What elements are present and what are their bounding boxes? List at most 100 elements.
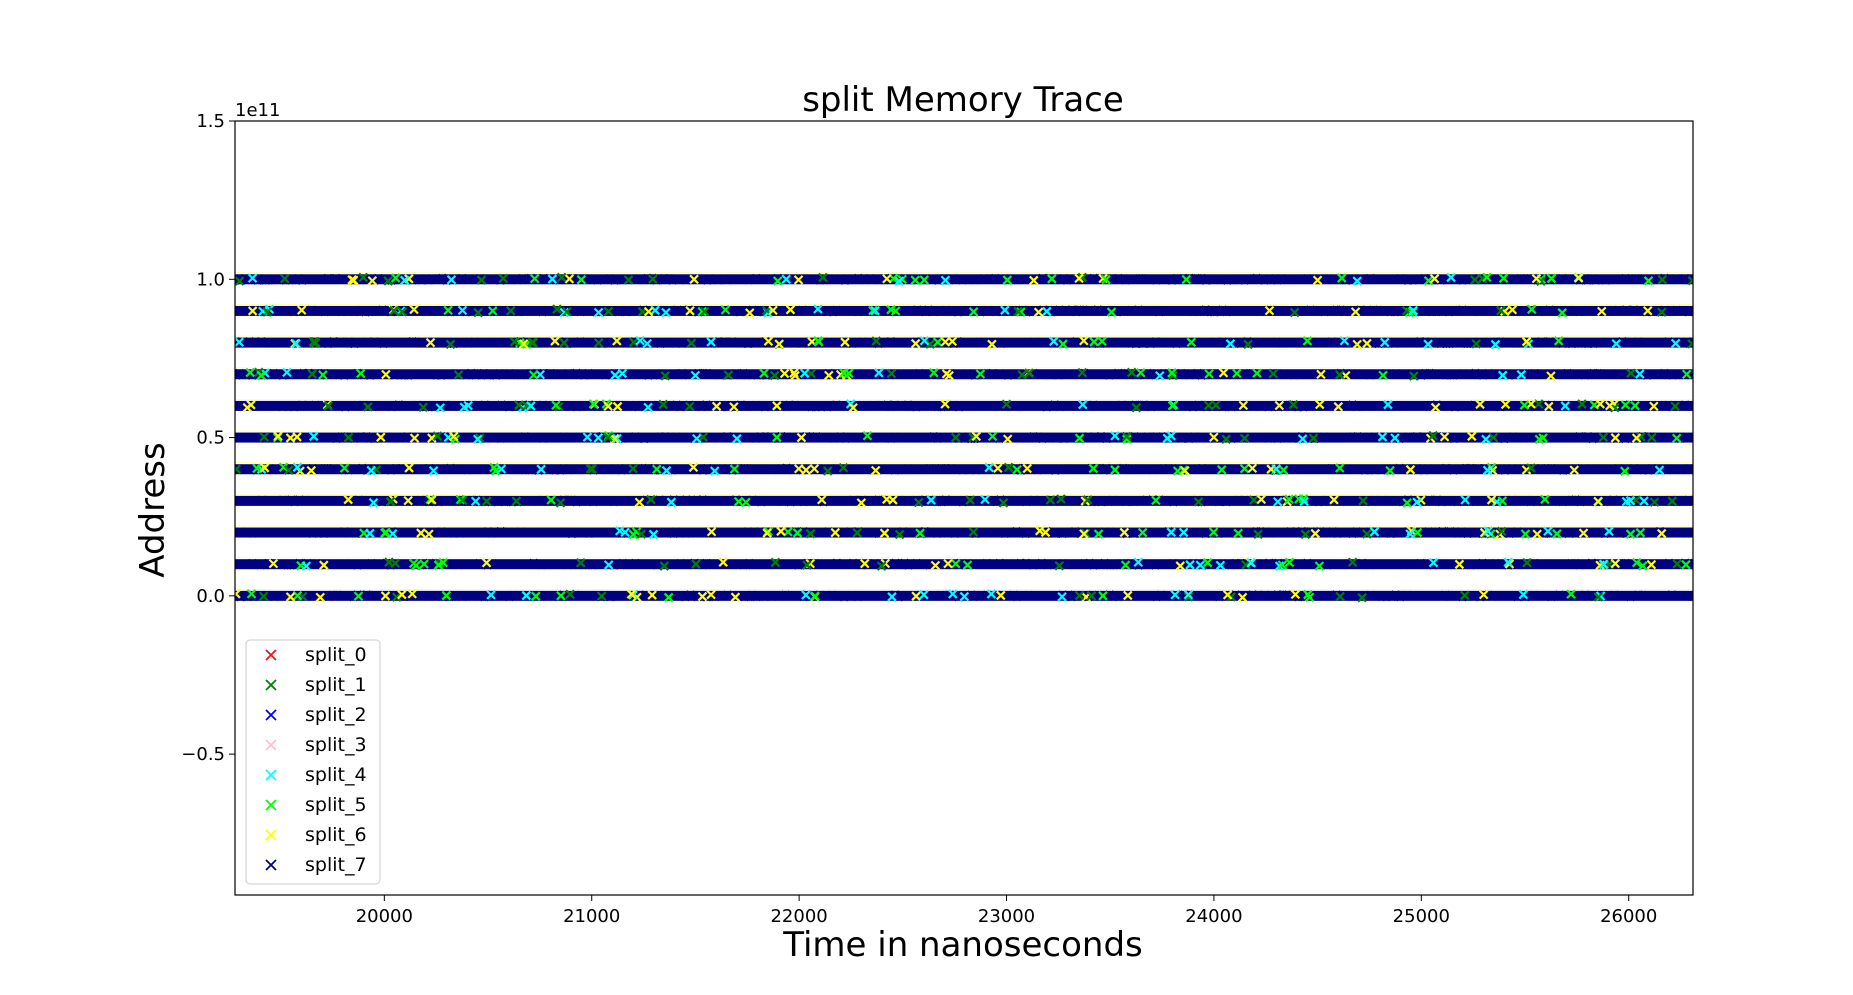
scatter-point-accent	[929, 367, 939, 378]
scatter-point-accent	[822, 466, 833, 476]
scatter-point-accent	[799, 368, 810, 379]
scatter-point-accent	[235, 337, 244, 347]
scatter-point-accent	[1428, 430, 1438, 441]
scatter-point-accent	[308, 336, 319, 347]
scatter-point-accent	[1314, 399, 1325, 410]
scatter-point-accent	[1610, 558, 1621, 569]
scatter-point-accent	[643, 306, 654, 317]
scatter-point-accent	[343, 432, 354, 443]
scatter-point-accent	[603, 401, 613, 412]
scatter-point-accent	[1334, 463, 1345, 473]
legend-marker-split_4	[265, 769, 277, 781]
scatter-point-accent	[1681, 559, 1691, 570]
scatter-point-accent	[1540, 494, 1550, 505]
scatter-point-accent	[1057, 591, 1067, 602]
scatter-point-accent	[686, 338, 697, 348]
scatter-point-accent	[1544, 401, 1554, 412]
scatter-point-accent	[711, 401, 722, 412]
scatter-point-accent	[397, 306, 408, 317]
scatter-point-accent	[1274, 400, 1285, 411]
scatter-point-accent	[1284, 494, 1294, 505]
legend-marker-split_3	[265, 739, 277, 751]
scatter-point-accent	[612, 401, 623, 412]
scatter-point-accent	[428, 465, 439, 476]
scatter-point-accent	[691, 433, 702, 444]
scatter-point-accent	[1181, 274, 1192, 285]
scatter-point-accent	[661, 307, 671, 318]
scatter-point-accent	[1195, 560, 1206, 570]
scatter-point-accent	[1086, 591, 1097, 601]
scatter-point-accent	[367, 275, 378, 286]
scatter-point-accent	[575, 558, 586, 568]
scatter-point-accent	[518, 339, 529, 349]
scatter-point-accent	[660, 371, 670, 381]
scatter-point-accent	[874, 368, 884, 378]
scatter-point-accent	[427, 433, 437, 443]
scatter-point-accent	[1454, 559, 1465, 570]
scatter-point-accent	[810, 591, 820, 601]
scatter-point-accent	[1088, 463, 1099, 474]
scatter-point-accent	[384, 557, 394, 567]
scatter-point-accent	[1546, 371, 1556, 381]
scatter-point-accent	[610, 370, 620, 380]
scatter-point-accent	[1482, 272, 1492, 283]
scatter-point-accent	[1521, 336, 1532, 347]
scatter-point-accent	[1637, 561, 1648, 571]
scatter-point-accent	[1671, 433, 1682, 444]
scatter-point-accent	[235, 276, 245, 286]
scatter-point-accent	[1056, 494, 1066, 504]
scatter-point-accent	[1183, 592, 1194, 602]
scatter-point-accent	[1218, 368, 1229, 378]
scatter-point-accent	[1610, 433, 1621, 443]
scatter-point-accent	[1241, 559, 1251, 570]
scatter-point-accent	[409, 433, 420, 443]
scatter-point-accent	[397, 589, 407, 600]
scatter-points	[235, 272, 1693, 603]
scatter-point-accent	[498, 273, 508, 284]
scatter-point-accent	[968, 527, 979, 537]
scatter-point-accent	[1215, 560, 1226, 571]
legend-label-split_5: split_5	[305, 794, 367, 816]
scatter-point-accent	[870, 465, 881, 476]
scatter-point-accent	[762, 528, 772, 538]
scatter-point-accent	[1412, 497, 1422, 507]
scatter-point-accent	[932, 337, 943, 347]
scatter-point-accent	[603, 306, 614, 317]
scatter-point-accent	[1408, 305, 1419, 316]
y-axis: 1.5 1.0 0.5 0.0 −0.5	[181, 111, 235, 765]
scatter-point-accent	[1278, 465, 1289, 475]
scatter-point-accent	[887, 592, 897, 602]
scatter-point-accent	[292, 590, 303, 601]
scatter-point-accent	[1369, 527, 1380, 537]
x-tick-label: 23000	[978, 906, 1035, 927]
scatter-point-accent	[1405, 529, 1415, 539]
scatter-point-accent	[1168, 370, 1178, 381]
scatter-point-accent	[1106, 307, 1117, 317]
scatter-point-accent	[1621, 496, 1632, 507]
scatter-point-accent	[987, 339, 997, 350]
y-tick-label: 0.0	[196, 586, 225, 607]
legend-marker-split_6	[265, 829, 277, 841]
scatter-point-accent	[1402, 498, 1412, 508]
scatter-point-accent	[1122, 434, 1132, 444]
scatter-point-accent	[366, 465, 376, 476]
scatter-point-accent	[1024, 368, 1034, 378]
scatter-point-accent	[801, 590, 811, 600]
scatter-point-accent	[818, 272, 828, 283]
scatter-point-accent	[565, 589, 575, 600]
scatter-point-accent	[840, 337, 850, 347]
scatter-point-accent	[1635, 527, 1646, 538]
scatter-point-accent	[438, 557, 448, 568]
scatter-point-accent	[1430, 402, 1441, 413]
scatter-point-accent	[720, 305, 731, 315]
scatter-point-accent	[247, 306, 258, 316]
scatter-point-accent	[1467, 431, 1477, 442]
scatter-point-accent	[315, 592, 326, 603]
scatter-point-accent	[1246, 558, 1257, 568]
scatter-point-accent	[1074, 590, 1085, 601]
scatter-point-accent	[399, 275, 410, 286]
scatter-point-accent	[318, 370, 328, 380]
scatter-point-accent	[617, 368, 628, 379]
scatter-point-accent	[971, 431, 982, 442]
scatter-point-accent	[339, 463, 350, 473]
